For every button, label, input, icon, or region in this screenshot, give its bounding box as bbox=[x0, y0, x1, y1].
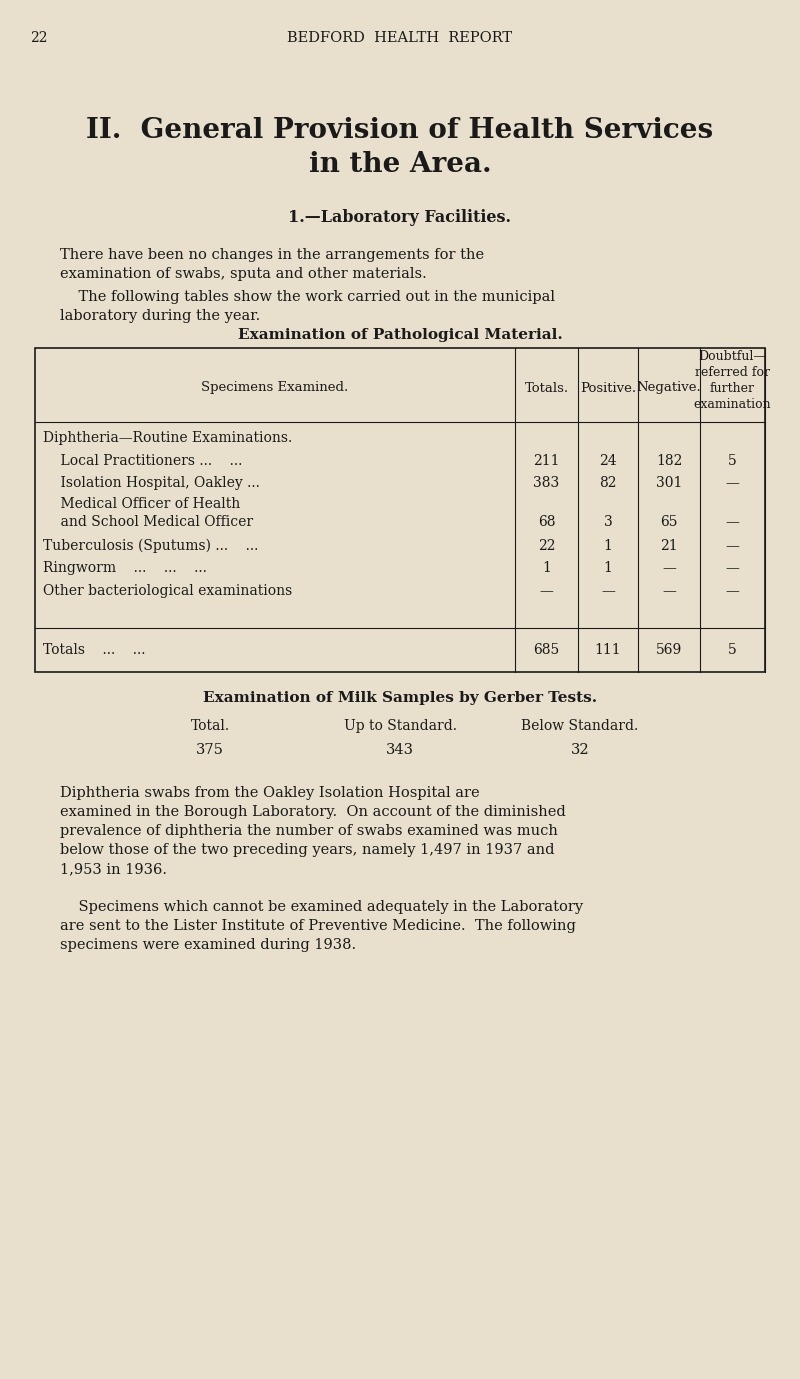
Text: Totals.: Totals. bbox=[525, 382, 569, 394]
Text: 383: 383 bbox=[534, 476, 560, 490]
Text: 685: 685 bbox=[534, 643, 560, 656]
Bar bbox=[35, 348, 765, 672]
Text: 5: 5 bbox=[728, 643, 737, 656]
Text: 1,953 in 1936.: 1,953 in 1936. bbox=[60, 862, 167, 876]
Text: Totals    ...    ...: Totals ... ... bbox=[43, 643, 146, 656]
Text: Specimens which cannot be examined adequately in the Laboratory: Specimens which cannot be examined adequ… bbox=[60, 900, 583, 914]
Text: 1: 1 bbox=[542, 561, 551, 575]
Text: Examination of Pathological Material.: Examination of Pathological Material. bbox=[238, 328, 562, 342]
Text: —: — bbox=[662, 583, 676, 598]
Text: Negative.: Negative. bbox=[637, 382, 702, 394]
Text: Local Practitioners ...    ...: Local Practitioners ... ... bbox=[43, 454, 242, 467]
Text: 111: 111 bbox=[594, 643, 622, 656]
Text: further: further bbox=[710, 382, 755, 396]
Text: —: — bbox=[726, 561, 739, 575]
Text: 22: 22 bbox=[538, 539, 555, 553]
Text: referred for: referred for bbox=[695, 367, 770, 379]
Text: 65: 65 bbox=[660, 514, 678, 530]
Text: —: — bbox=[662, 561, 676, 575]
Text: prevalence of diphtheria the number of swabs examined was much: prevalence of diphtheria the number of s… bbox=[60, 825, 558, 838]
Text: 68: 68 bbox=[538, 514, 555, 530]
Text: 569: 569 bbox=[656, 643, 682, 656]
Text: examination of swabs, sputa and other materials.: examination of swabs, sputa and other ma… bbox=[60, 268, 426, 281]
Text: 182: 182 bbox=[656, 454, 682, 467]
Text: 1: 1 bbox=[603, 561, 613, 575]
Text: BEDFORD  HEALTH  REPORT: BEDFORD HEALTH REPORT bbox=[287, 30, 513, 46]
Text: Doubtful—: Doubtful— bbox=[698, 350, 766, 364]
Text: There have been no changes in the arrangements for the: There have been no changes in the arrang… bbox=[60, 248, 484, 262]
Text: and School Medical Officer: and School Medical Officer bbox=[43, 514, 253, 530]
Text: —: — bbox=[539, 583, 554, 598]
Text: —: — bbox=[726, 583, 739, 598]
Text: Medical Officer of Health: Medical Officer of Health bbox=[43, 496, 240, 512]
Text: Up to Standard.: Up to Standard. bbox=[343, 718, 457, 734]
Text: 82: 82 bbox=[599, 476, 617, 490]
Text: 3: 3 bbox=[604, 514, 612, 530]
Text: 301: 301 bbox=[656, 476, 682, 490]
Text: —: — bbox=[726, 539, 739, 553]
Text: 375: 375 bbox=[196, 743, 224, 757]
Text: examination: examination bbox=[694, 399, 771, 411]
Text: Examination of Milk Samples by Gerber Tests.: Examination of Milk Samples by Gerber Te… bbox=[203, 691, 597, 705]
Text: 24: 24 bbox=[599, 454, 617, 467]
Text: Specimens Examined.: Specimens Examined. bbox=[202, 382, 349, 394]
Text: Positive.: Positive. bbox=[580, 382, 636, 394]
Text: 1: 1 bbox=[603, 539, 613, 553]
Text: are sent to the Lister Institute of Preventive Medicine.  The following: are sent to the Lister Institute of Prev… bbox=[60, 918, 576, 934]
Text: below those of the two preceding years, namely 1,497 in 1937 and: below those of the two preceding years, … bbox=[60, 843, 554, 856]
Text: 22: 22 bbox=[30, 30, 47, 46]
Text: Other bacteriological examinations: Other bacteriological examinations bbox=[43, 583, 292, 598]
Text: specimens were examined during 1938.: specimens were examined during 1938. bbox=[60, 938, 356, 952]
Text: 21: 21 bbox=[660, 539, 678, 553]
Text: —: — bbox=[601, 583, 615, 598]
Text: Below Standard.: Below Standard. bbox=[522, 718, 638, 734]
Text: —: — bbox=[726, 514, 739, 530]
Text: examined in the Borough Laboratory.  On account of the diminished: examined in the Borough Laboratory. On a… bbox=[60, 805, 566, 819]
Text: Diphtheria—Routine Examinations.: Diphtheria—Routine Examinations. bbox=[43, 432, 292, 445]
Text: Ringworm    ...    ...    ...: Ringworm ... ... ... bbox=[43, 561, 207, 575]
Text: Total.: Total. bbox=[190, 718, 230, 734]
Text: The following tables show the work carried out in the municipal: The following tables show the work carri… bbox=[60, 290, 555, 303]
Text: 1.—Laboratory Facilities.: 1.—Laboratory Facilities. bbox=[289, 210, 511, 226]
Text: 5: 5 bbox=[728, 454, 737, 467]
Text: 32: 32 bbox=[570, 743, 590, 757]
Text: 211: 211 bbox=[534, 454, 560, 467]
Text: in the Area.: in the Area. bbox=[309, 152, 491, 178]
Text: —: — bbox=[726, 476, 739, 490]
Text: 343: 343 bbox=[386, 743, 414, 757]
Text: Diphtheria swabs from the Oakley Isolation Hospital are: Diphtheria swabs from the Oakley Isolati… bbox=[60, 786, 480, 800]
Text: laboratory during the year.: laboratory during the year. bbox=[60, 309, 260, 323]
Text: Tuberculosis (Sputums) ...    ...: Tuberculosis (Sputums) ... ... bbox=[43, 539, 258, 553]
Text: II.  General Provision of Health Services: II. General Provision of Health Services bbox=[86, 116, 714, 143]
Text: Isolation Hospital, Oakley ...: Isolation Hospital, Oakley ... bbox=[43, 476, 260, 490]
